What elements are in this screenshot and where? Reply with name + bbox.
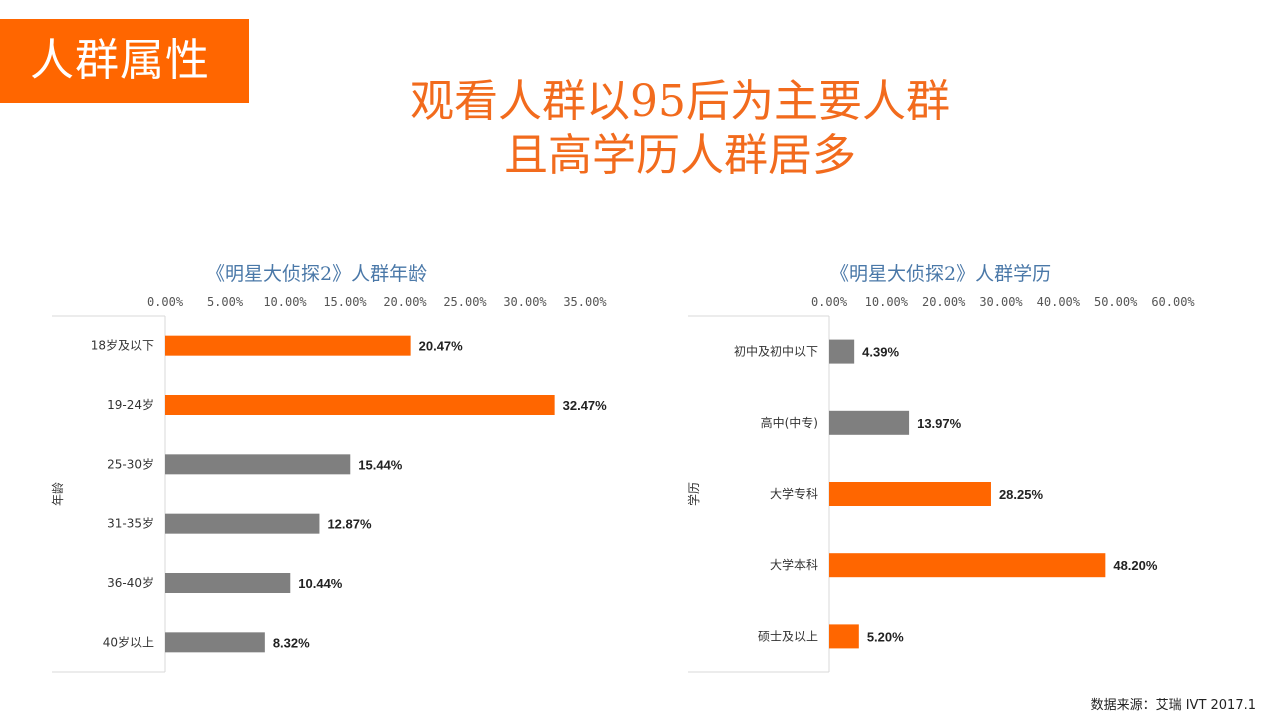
- edu-value-label: 28.25%: [999, 487, 1044, 502]
- age-tick-label: 5.00%: [207, 295, 244, 309]
- edu-bar: [829, 553, 1106, 578]
- edu-category-label: 硕士及以上: [758, 629, 818, 643]
- age-bar: [165, 454, 351, 475]
- age-chart: 0.00% 5.00% 10.00% 15.00% 20.00% 25.00% 30.00%…: [51, 295, 608, 673]
- age-tick-label: 10.00%: [263, 295, 307, 309]
- headline-line1: 观看人群以95后为主要人群: [410, 76, 950, 127]
- age-tick-label: 20.00%: [383, 295, 427, 309]
- edu-tick-label: 10.00%: [865, 295, 909, 309]
- edu-bar: [829, 339, 855, 364]
- age-tick-label: 35.00%: [563, 295, 607, 309]
- age-bar: [165, 632, 265, 653]
- age-category-label: 40岁以上: [103, 634, 154, 649]
- age-category-label: 25-30岁: [107, 456, 154, 471]
- edu-value-label: 48.20%: [1113, 558, 1158, 573]
- age-value-label: 8.32%: [273, 635, 310, 650]
- education-chart-title: 《明星大侦探2》人群学历: [830, 263, 1052, 285]
- edu-category-label: 大学本科: [770, 557, 818, 572]
- data-source-note: 数据来源：艾瑞 IVT 2017.1: [1090, 698, 1256, 713]
- age-category-label: 19-24岁: [107, 397, 154, 412]
- edu-tick-label: 0.00%: [811, 295, 848, 309]
- age-tick-label: 25.00%: [443, 295, 487, 309]
- age-axis-title: 年龄: [51, 482, 65, 506]
- section-tag: 人群属性: [0, 19, 249, 103]
- age-value-label: 15.44%: [358, 457, 403, 472]
- age-tick-label: 15.00%: [323, 295, 367, 309]
- edu-bar: [829, 482, 991, 506]
- edu-axis-title: 学历: [686, 482, 701, 506]
- age-value-label: 20.47%: [419, 339, 464, 354]
- age-category-label: 18岁及以下: [91, 338, 154, 353]
- headline-line2: 且高学历人群居多: [504, 130, 856, 181]
- age-bar: [165, 573, 291, 593]
- edu-bar: [829, 624, 859, 649]
- age-value-label: 32.47%: [563, 398, 608, 413]
- age-tick-label: 0.00%: [147, 295, 184, 309]
- edu-value-label: 13.97%: [917, 416, 962, 431]
- edu-bar: [829, 410, 910, 435]
- age-category-label: 36-40岁: [107, 575, 154, 590]
- age-value-label: 10.44%: [298, 576, 343, 591]
- edu-tick-label: 30.00%: [979, 295, 1023, 309]
- age-bar: [165, 395, 555, 415]
- education-chart: 0.00% 10.00% 20.00% 30.00% 40.00% 50.00% 60.00…: [686, 295, 1195, 673]
- edu-tick-label: 60.00%: [1151, 295, 1195, 309]
- edu-category-label: 高中(中专): [761, 415, 818, 430]
- edu-tick-label: 40.00%: [1037, 295, 1081, 309]
- age-value-label: 12.87%: [327, 517, 372, 532]
- age-category-label: 31-35岁: [107, 516, 154, 531]
- age-bar: [165, 335, 411, 356]
- edu-tick-label: 50.00%: [1094, 295, 1138, 309]
- age-bar: [165, 513, 320, 534]
- age-chart-title: 《明星大侦探2》人群年龄: [206, 263, 428, 285]
- edu-value-label: 5.20%: [867, 629, 904, 644]
- edu-category-label: 大学专科: [770, 486, 818, 501]
- edu-tick-label: 20.00%: [922, 295, 966, 309]
- age-tick-label: 30.00%: [503, 295, 547, 309]
- edu-value-label: 4.39%: [862, 345, 899, 360]
- edu-category-label: 初中及初中以下: [734, 344, 818, 359]
